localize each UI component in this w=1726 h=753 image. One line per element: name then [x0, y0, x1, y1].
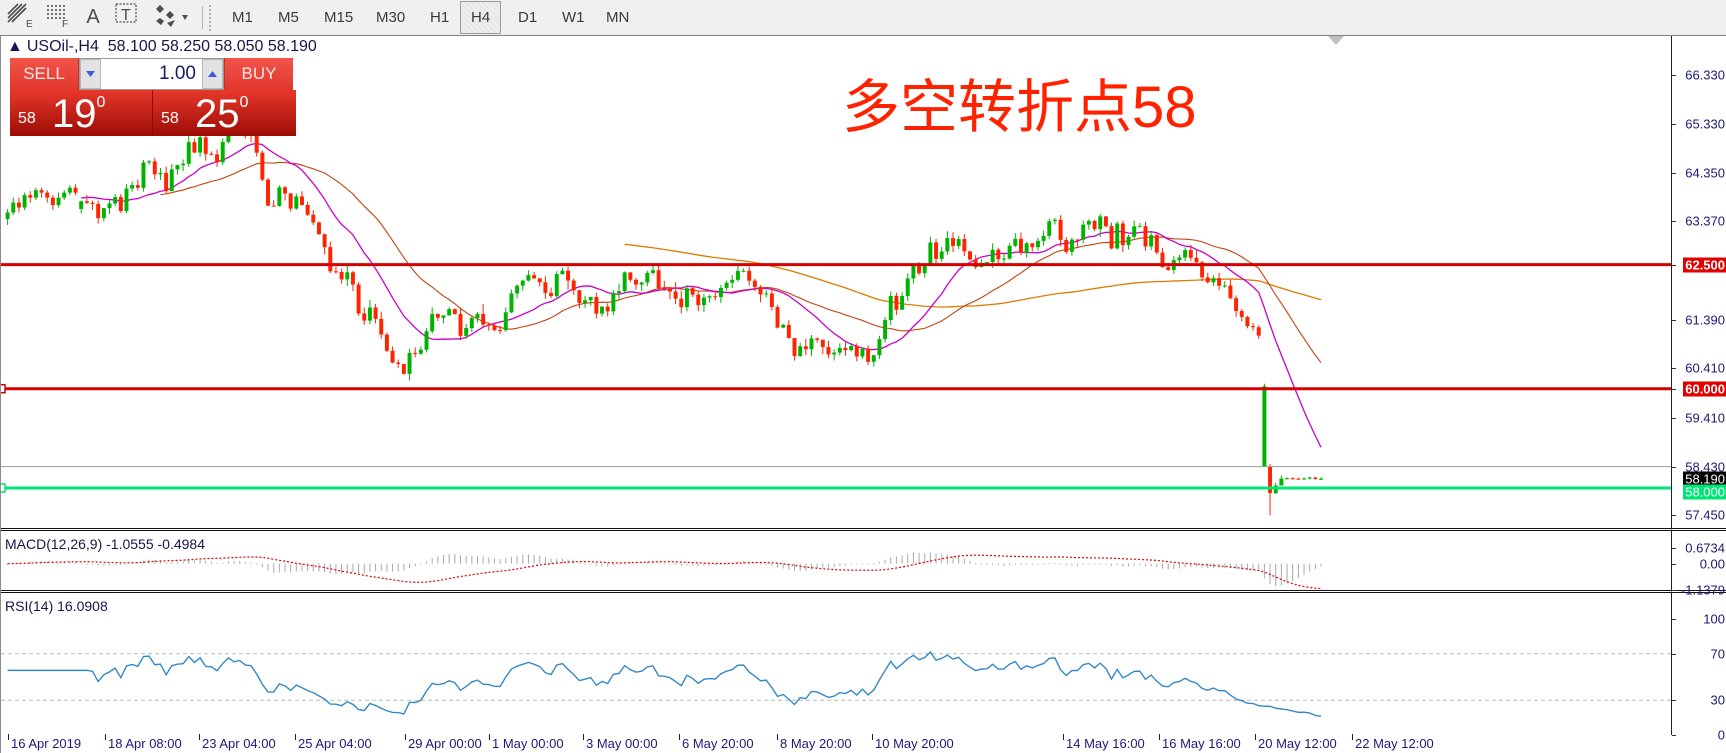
- svg-text:T: T: [121, 7, 131, 24]
- svg-text:MACD(12,26,9) -1.0555 -0.4984: MACD(12,26,9) -1.0555 -0.4984: [5, 536, 205, 552]
- svg-text:F: F: [62, 19, 68, 30]
- svg-text:E: E: [26, 19, 33, 30]
- svg-text:RSI(14) 16.0908: RSI(14) 16.0908: [5, 598, 108, 614]
